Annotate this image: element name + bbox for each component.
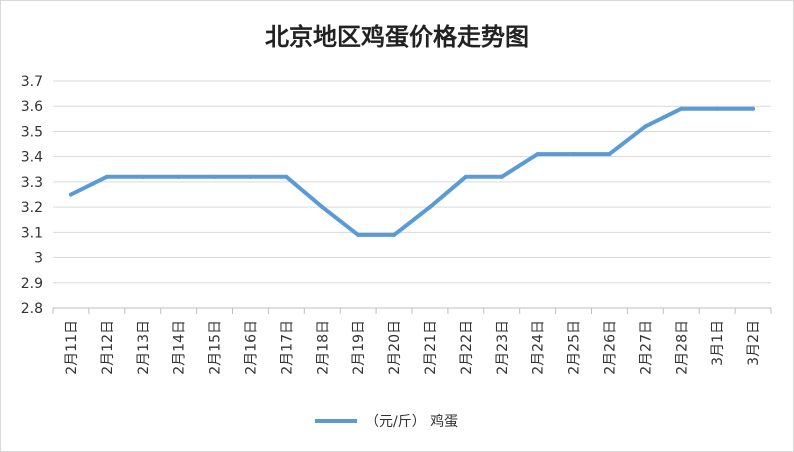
x-axis-ticks: 2月11日 2月12日 2月13日 2月14日 2月15日 2月16日 2月17日 2月18日… bbox=[64, 320, 762, 375]
gridlines bbox=[52, 80, 772, 314]
x-tick-label: 3月1日 bbox=[710, 320, 726, 366]
data-point bbox=[104, 174, 109, 179]
series-layer bbox=[68, 106, 756, 237]
data-point bbox=[248, 174, 253, 179]
x-tick-label: 3月2日 bbox=[746, 320, 762, 366]
x-tick-label: 2月11日 bbox=[64, 320, 80, 375]
x-tick-label: 2月24日 bbox=[531, 320, 547, 375]
x-tick-label: 2月21日 bbox=[423, 320, 439, 375]
data-point bbox=[499, 174, 504, 179]
x-tick-label: 2月22日 bbox=[459, 320, 475, 375]
data-point bbox=[607, 152, 612, 157]
series-line bbox=[69, 106, 755, 237]
y-tick-label: 3.5 bbox=[21, 124, 43, 140]
y-tick-label: 3.7 bbox=[21, 74, 43, 90]
data-point bbox=[715, 106, 720, 111]
data-point bbox=[535, 152, 540, 157]
data-point bbox=[284, 174, 289, 179]
y-tick-label: 3.1 bbox=[21, 225, 43, 241]
y-tick-label: 2.8 bbox=[21, 301, 43, 317]
y-tick-label: 3.4 bbox=[21, 150, 43, 166]
data-point bbox=[679, 106, 684, 111]
data-point bbox=[427, 205, 432, 210]
data-point bbox=[140, 174, 145, 179]
data-point bbox=[68, 192, 73, 197]
data-point bbox=[463, 174, 468, 179]
data-point bbox=[571, 152, 576, 157]
legend: （元/斤） 鸡蛋 bbox=[315, 413, 458, 430]
x-tick-label: 2月27日 bbox=[638, 320, 654, 375]
x-tick-label: 2月13日 bbox=[136, 320, 152, 375]
data-point bbox=[176, 174, 181, 179]
x-tick-label: 2月16日 bbox=[243, 320, 259, 375]
legend-label: （元/斤） 鸡蛋 bbox=[365, 413, 458, 430]
data-point bbox=[356, 232, 361, 237]
y-tick-label: 3.6 bbox=[21, 99, 43, 115]
data-point bbox=[320, 205, 325, 210]
x-tick-label: 2月15日 bbox=[208, 320, 224, 375]
data-point bbox=[392, 232, 397, 237]
y-axis-ticks: 2.8 2.9 3 3.1 3.2 3.3 3.4 3.5 3.6 3.7 bbox=[21, 74, 43, 317]
x-tick-label: 2月17日 bbox=[279, 320, 295, 375]
x-tick-label: 2月18日 bbox=[315, 320, 331, 375]
y-tick-label: 3 bbox=[34, 251, 43, 267]
y-tick-label: 3.2 bbox=[21, 200, 43, 216]
x-tick-label: 2月28日 bbox=[674, 320, 690, 375]
x-tick-label: 2月20日 bbox=[387, 320, 403, 375]
x-tick-label: 2月25日 bbox=[567, 320, 583, 375]
x-tick-label: 2月14日 bbox=[172, 320, 188, 375]
chart-title: 北京地区鸡蛋价格走势图 bbox=[265, 23, 529, 51]
x-tick-label: 2月12日 bbox=[100, 320, 116, 375]
y-tick-label: 2.9 bbox=[21, 276, 43, 292]
data-point bbox=[751, 106, 756, 111]
data-point bbox=[212, 174, 217, 179]
x-tick-label: 2月26日 bbox=[602, 320, 618, 375]
x-tick-label: 2月23日 bbox=[495, 320, 511, 375]
y-tick-label: 3.3 bbox=[21, 175, 43, 191]
data-point bbox=[643, 124, 648, 129]
x-tick-label: 2月19日 bbox=[351, 320, 367, 375]
